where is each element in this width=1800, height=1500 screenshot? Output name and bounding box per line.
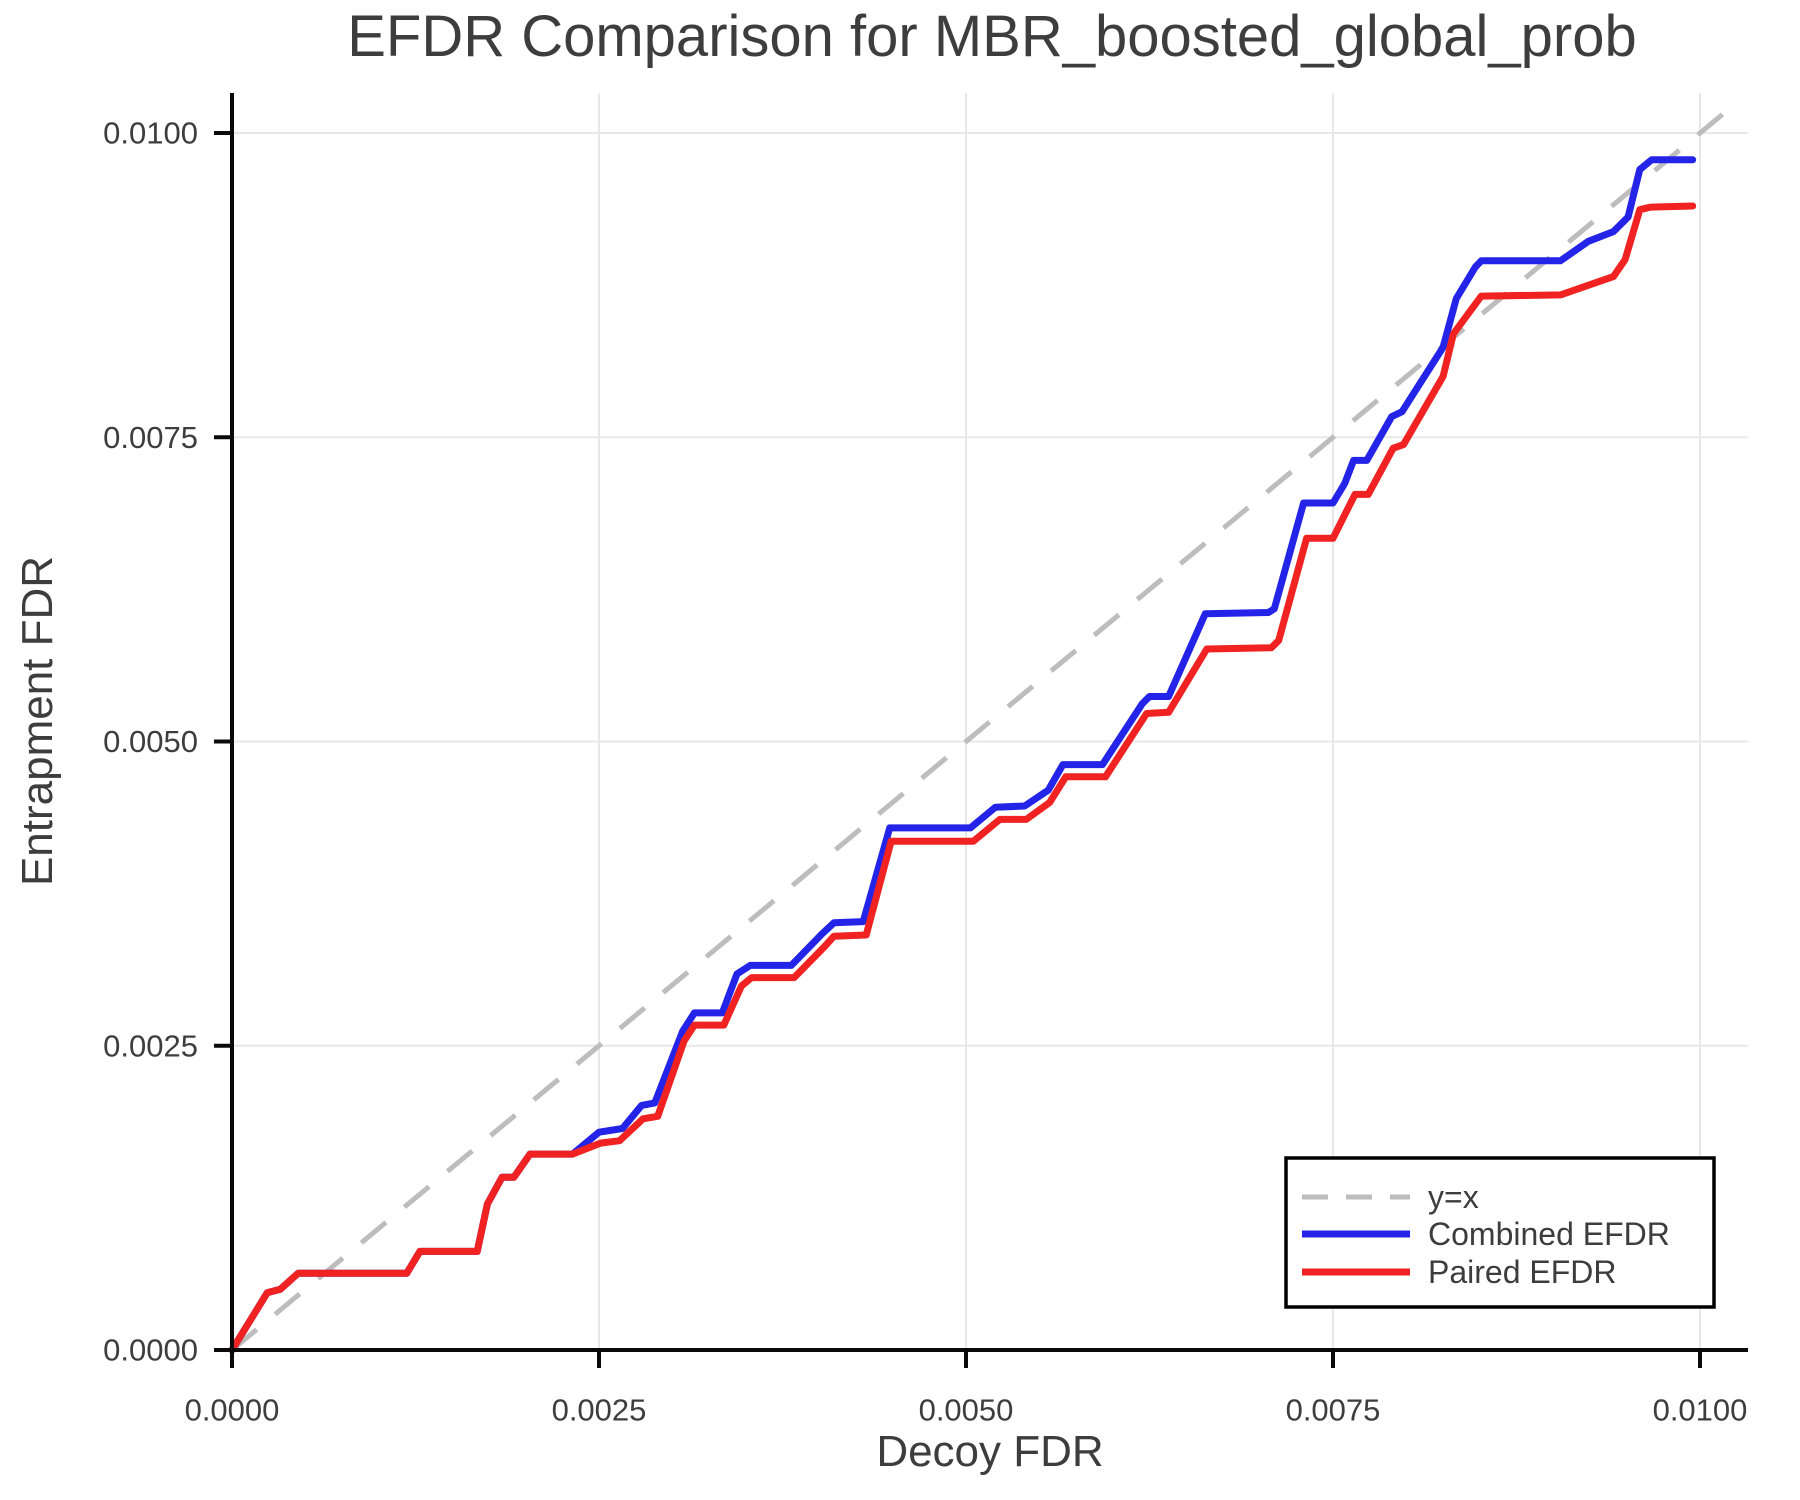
x-tick-label: 0.0075 [1286, 1392, 1381, 1427]
legend-label-combined: Combined EFDR [1428, 1216, 1670, 1252]
series-group [228, 99, 1740, 1354]
chart-title: EFDR Comparison for MBR_boosted_global_p… [347, 4, 1637, 69]
y-tick-label: 0.0025 [103, 1028, 198, 1063]
y-tick-label: 0.0050 [103, 724, 198, 759]
x-tick-label: 0.0100 [1653, 1392, 1748, 1427]
x-axis-label: Decoy FDR [876, 1427, 1103, 1476]
x-tick-label: 0.0000 [185, 1392, 280, 1427]
x-tick-label: 0.0025 [552, 1392, 647, 1427]
y-tick-label: 0.0000 [103, 1333, 198, 1368]
legend-label-paired: Paired EFDR [1428, 1254, 1617, 1290]
identity-line [230, 99, 1740, 1352]
paired-efdr-line [228, 202, 1697, 1354]
y-axis-label: Entrapment FDR [13, 556, 62, 886]
y-tick-label: 0.0100 [103, 116, 198, 151]
ticks-group [214, 131, 1702, 1368]
y-tick-labels-group: 0.0000 0.0025 0.0050 0.0075 0.0100 [103, 116, 198, 1368]
x-tick-labels-group: 0.0000 0.0025 0.0050 0.0075 0.0100 [185, 1392, 1748, 1427]
legend-label-identity: y=x [1428, 1179, 1479, 1215]
spines-group [230, 93, 1748, 1352]
x-tick-label: 0.0050 [919, 1392, 1014, 1427]
legend: y=x Combined EFDR Paired EFDR [1284, 1156, 1716, 1309]
y-tick-label: 0.0075 [103, 420, 198, 455]
